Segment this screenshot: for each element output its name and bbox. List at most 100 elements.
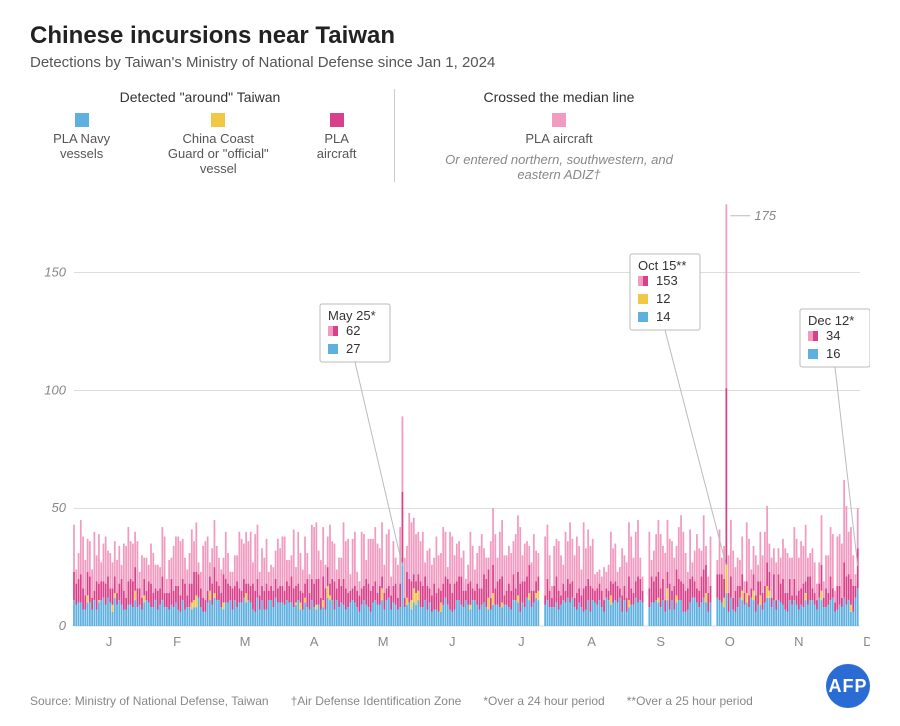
- bar-segment: [295, 605, 297, 626]
- bar-segment: [297, 600, 299, 626]
- bar-segment: [667, 520, 669, 572]
- bar-segment: [639, 600, 641, 626]
- callout-title: May 25*: [328, 308, 376, 323]
- bar-segment: [605, 588, 607, 597]
- bar-segment: [365, 560, 367, 579]
- bar-segment: [397, 610, 399, 626]
- bar-segment: [599, 600, 601, 626]
- bar-segment: [630, 536, 632, 588]
- bar-segment: [617, 572, 619, 586]
- bar-segment: [458, 541, 460, 576]
- bar-segment: [257, 598, 259, 626]
- bar-segment: [757, 565, 759, 581]
- bar-segment: [470, 532, 472, 581]
- bar-segment: [472, 588, 474, 600]
- bar-segment: [202, 612, 204, 626]
- bar-segment: [553, 546, 555, 586]
- bar-segment: [356, 591, 358, 607]
- bar-segment: [805, 581, 807, 593]
- bar-segment: [488, 558, 490, 570]
- bar-segment: [812, 600, 814, 626]
- bar-segment: [691, 577, 693, 598]
- bar-segment: [82, 588, 84, 609]
- bar-segment: [830, 527, 832, 576]
- bar-segment: [558, 541, 560, 590]
- bar-segment: [347, 593, 349, 607]
- bar-segment: [766, 598, 768, 626]
- bar-segment: [739, 586, 741, 598]
- bar-segment: [370, 612, 372, 626]
- bar-segment: [664, 553, 666, 600]
- bar-segment: [759, 581, 761, 595]
- bar-segment: [599, 584, 601, 600]
- bar-segment: [732, 598, 734, 610]
- bar-segment: [370, 591, 372, 612]
- bar-segment: [422, 607, 424, 626]
- bar-segment: [456, 581, 458, 600]
- bar-segment: [823, 607, 825, 626]
- bar-segment: [105, 536, 107, 583]
- bar-segment: [272, 591, 274, 607]
- bar-segment: [796, 595, 798, 604]
- bar-segment: [476, 584, 478, 605]
- bar-segment: [211, 548, 213, 583]
- bar-segment: [574, 555, 576, 597]
- bar-segment: [488, 598, 490, 610]
- bar-segment: [368, 607, 370, 626]
- bar-segment: [651, 560, 653, 576]
- bar-segment: [109, 602, 111, 626]
- bar-segment: [635, 532, 637, 581]
- bar-segment: [510, 610, 512, 626]
- bar-segment: [322, 607, 324, 626]
- bar-segment: [300, 553, 302, 591]
- bar-segment: [771, 558, 773, 598]
- bar-segment: [766, 506, 768, 563]
- bar-segment: [343, 522, 345, 579]
- bar-segment: [248, 541, 250, 583]
- bar-segment: [569, 522, 571, 583]
- bar-segment: [762, 555, 764, 593]
- bar-segment: [567, 579, 569, 598]
- peak-label: 175: [754, 208, 776, 223]
- bar-segment: [189, 607, 191, 626]
- bar-segment: [816, 610, 818, 626]
- bar-segment: [340, 602, 342, 626]
- bar-segment: [94, 532, 96, 591]
- bar-segment: [103, 598, 105, 626]
- bar-segment: [750, 569, 752, 588]
- bar-segment: [528, 565, 530, 593]
- bar-segment: [406, 598, 408, 605]
- bar-segment: [682, 532, 684, 584]
- bar-segment: [497, 558, 499, 582]
- bar-segment: [311, 525, 313, 579]
- bar-segment: [322, 527, 324, 576]
- bar-segment: [753, 591, 755, 600]
- bar-segment: [429, 548, 431, 588]
- bar-segment: [569, 602, 571, 626]
- bar-segment: [483, 602, 485, 626]
- bar-segment: [506, 591, 508, 605]
- bar-segment: [728, 555, 730, 593]
- bar-segment: [268, 591, 270, 600]
- bar-segment: [284, 605, 286, 626]
- bar-segment: [261, 600, 263, 626]
- bar-segment: [535, 593, 537, 598]
- bar-segment: [814, 562, 816, 593]
- bar-segment: [390, 577, 392, 596]
- bar-segment: [807, 577, 809, 605]
- bar-segment: [318, 551, 320, 579]
- bar-segment: [637, 577, 639, 603]
- bar-segment: [359, 612, 361, 626]
- bar-segment: [737, 586, 739, 607]
- footer-source: Source: Ministry of National Defense, Ta…: [30, 694, 269, 708]
- bar-segment: [207, 591, 209, 603]
- bar-segment: [816, 600, 818, 609]
- bar-segment: [848, 532, 850, 574]
- bar-segment: [508, 546, 510, 584]
- bar-segment: [234, 586, 236, 600]
- bar-segment: [637, 520, 639, 577]
- svg-text:150: 150: [44, 265, 66, 280]
- bar-segment: [587, 600, 589, 626]
- bar-segment: [805, 593, 807, 600]
- bar-segment: [420, 581, 422, 607]
